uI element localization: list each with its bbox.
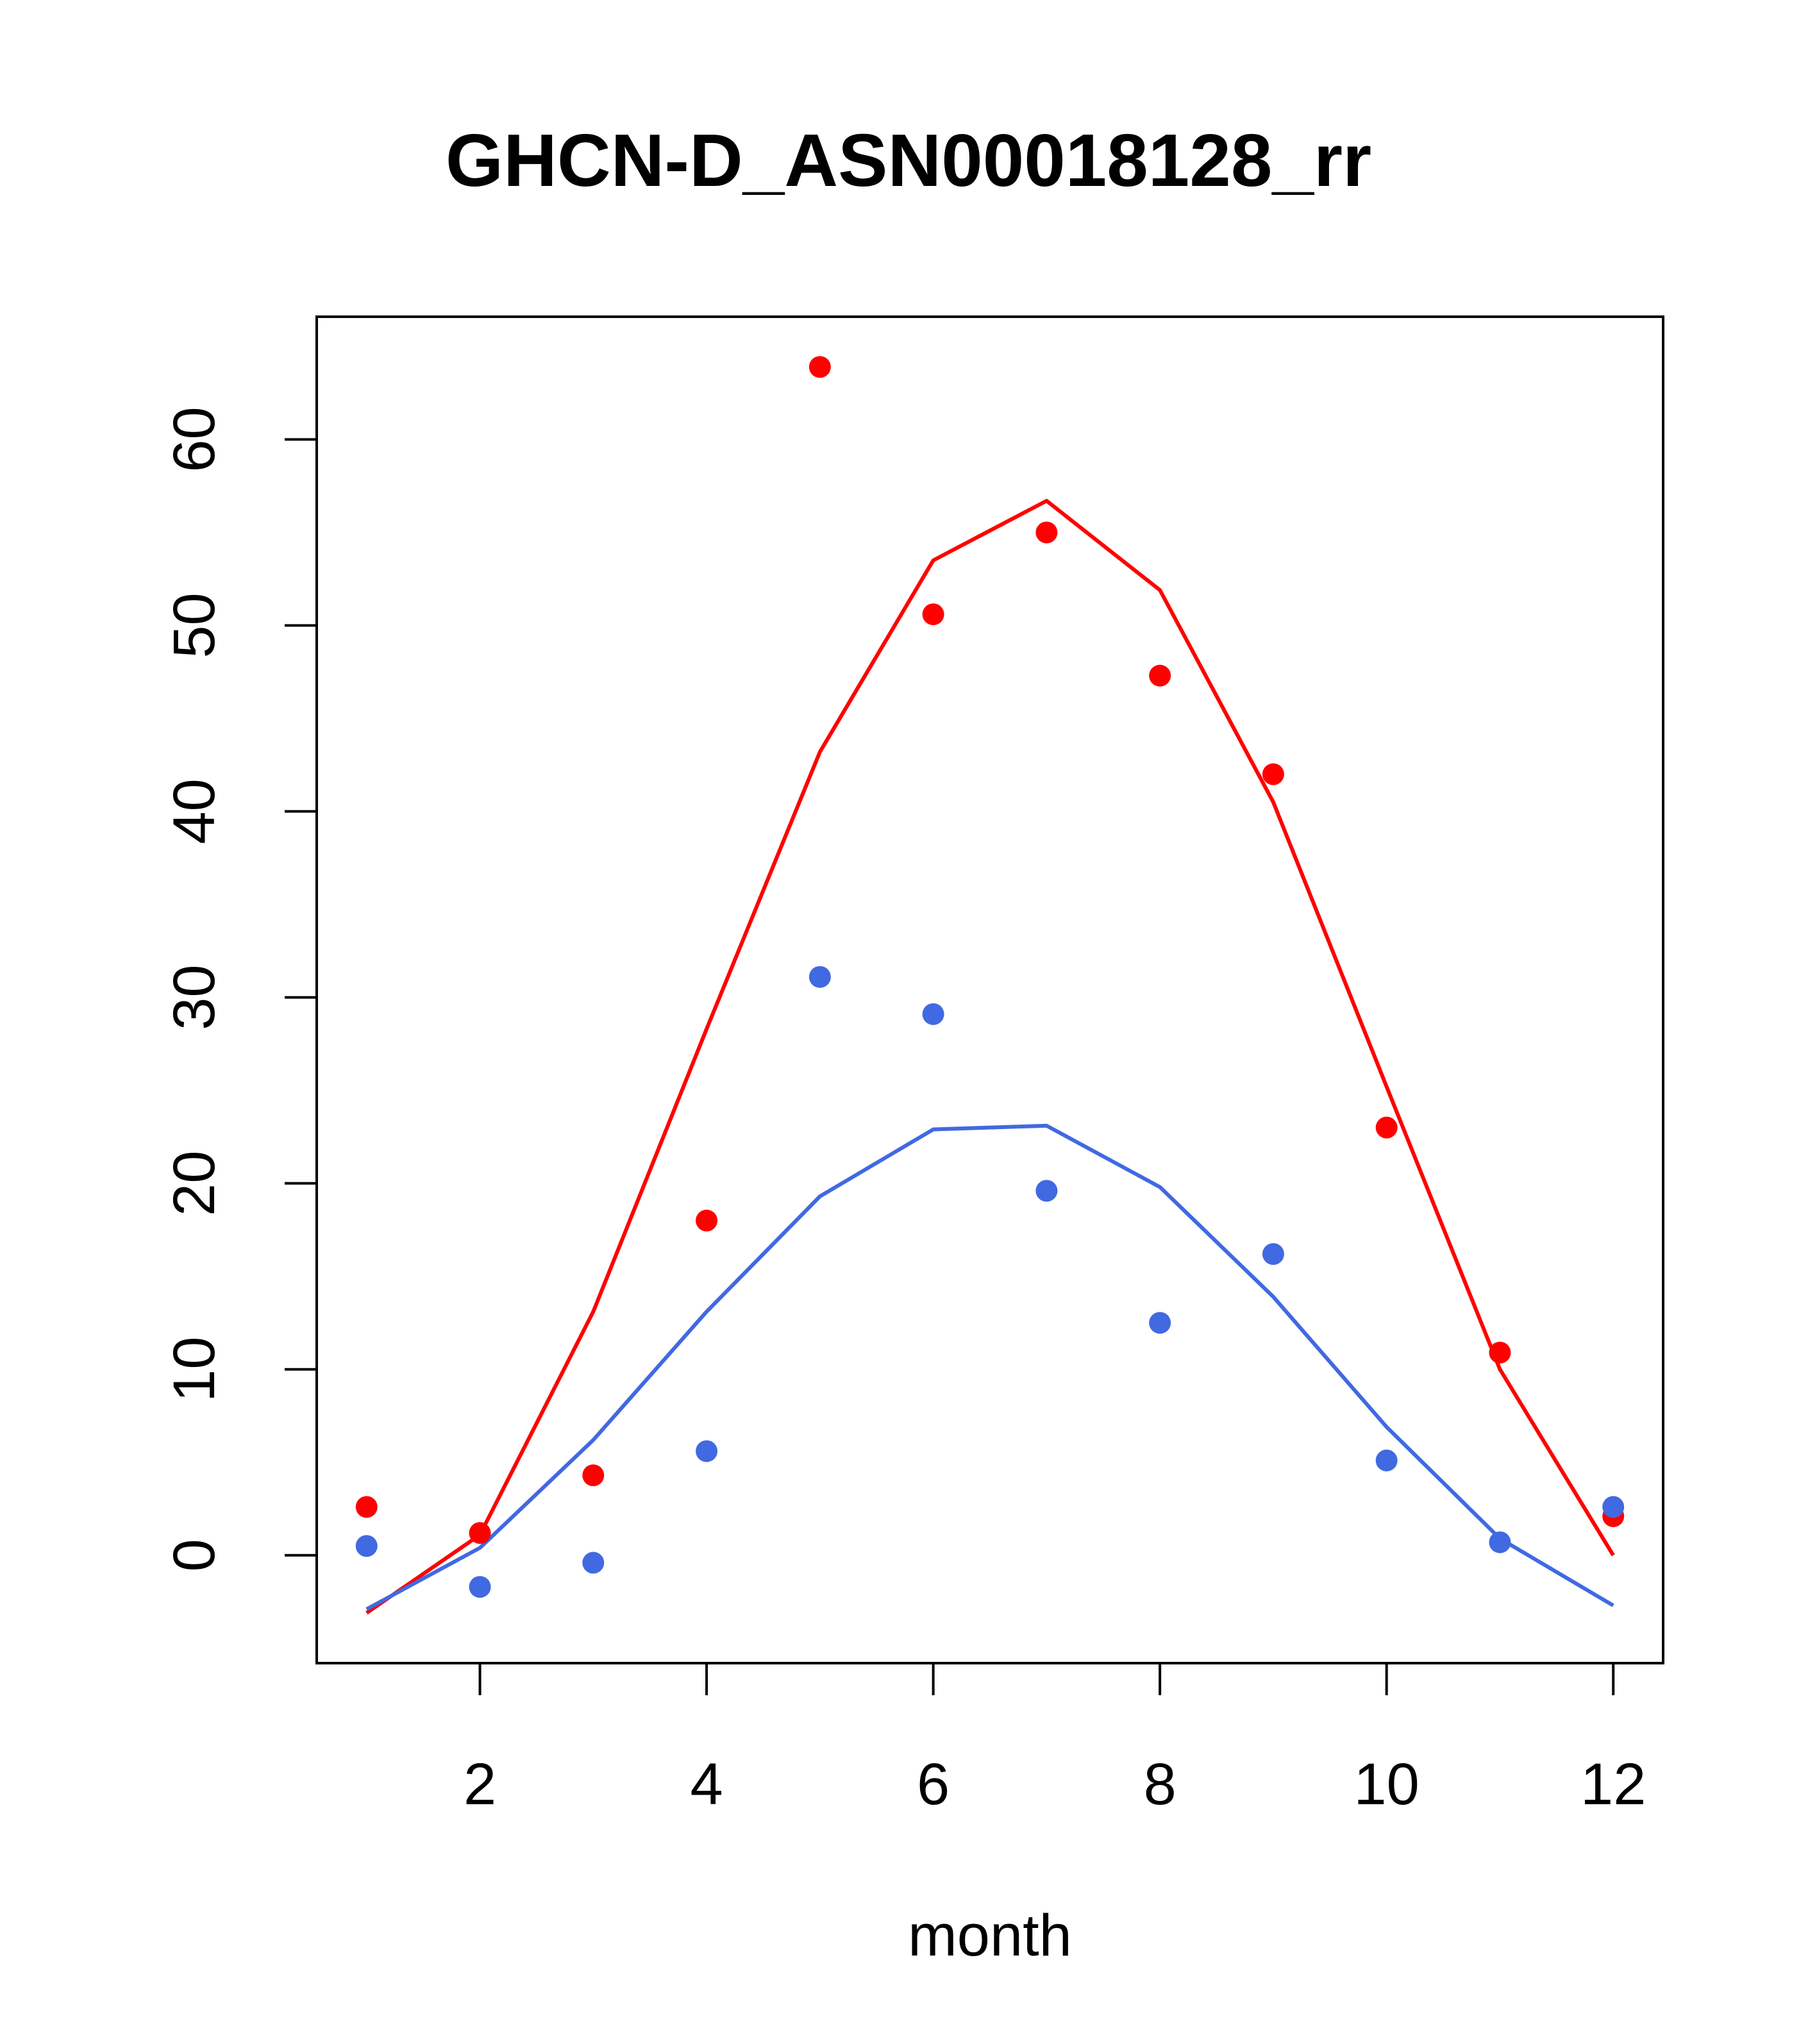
series-1-point	[922, 1003, 944, 1025]
y-tick-label: 10	[162, 1337, 227, 1402]
x-tick-label: 8	[1144, 1752, 1176, 1817]
y-tick-label: 20	[162, 1150, 227, 1216]
series-0-point	[469, 1521, 491, 1544]
series-0-point	[1489, 1341, 1511, 1364]
series-0-point	[1149, 664, 1171, 687]
y-tick-label: 0	[162, 1539, 227, 1571]
series-1-point	[1035, 1180, 1058, 1202]
x-tick-label: 12	[1580, 1752, 1646, 1817]
series-1-point	[1149, 1312, 1171, 1334]
x-axis-label: month	[908, 1903, 1072, 1968]
x-tick-label: 10	[1354, 1752, 1419, 1817]
series-points	[355, 356, 1625, 1598]
y-tick-label: 60	[162, 406, 227, 472]
series-0-line	[365, 499, 1615, 1615]
x-tick-label: 6	[917, 1752, 950, 1817]
series-1-point	[1375, 1449, 1398, 1471]
series-1-point	[808, 966, 831, 988]
x-axis: 2 4 6 8 10 12	[464, 1663, 1646, 1817]
series-1-line	[365, 1123, 1614, 1611]
series-0-point	[1262, 763, 1284, 785]
series-1-point	[1602, 1496, 1625, 1518]
y-tick-label: 30	[162, 964, 227, 1030]
series-0-point	[808, 356, 831, 378]
series-0-point	[1035, 521, 1058, 544]
series-0-point	[922, 603, 944, 626]
y-tick-label: 40	[162, 778, 227, 844]
series-1-point	[1489, 1531, 1511, 1554]
series-1-point	[582, 1552, 605, 1574]
series-lines	[365, 499, 1615, 1615]
x-tick-label: 2	[464, 1752, 496, 1817]
series-1-point	[355, 1535, 378, 1557]
chart-title: GHCN-D_ASN00018128_rr	[446, 119, 1371, 202]
series-0-point	[696, 1209, 718, 1232]
series-0-point	[1375, 1116, 1398, 1139]
series-0-point	[355, 1496, 378, 1518]
y-tick-label: 50	[162, 592, 227, 658]
x-tick-label: 4	[690, 1752, 723, 1817]
series-1-point	[1262, 1243, 1284, 1265]
y-axis: 0 10 20 30 40 50 60	[162, 406, 318, 1571]
series-1-point	[469, 1576, 491, 1598]
series-1-point	[696, 1440, 718, 1462]
series-0-point	[582, 1464, 605, 1487]
